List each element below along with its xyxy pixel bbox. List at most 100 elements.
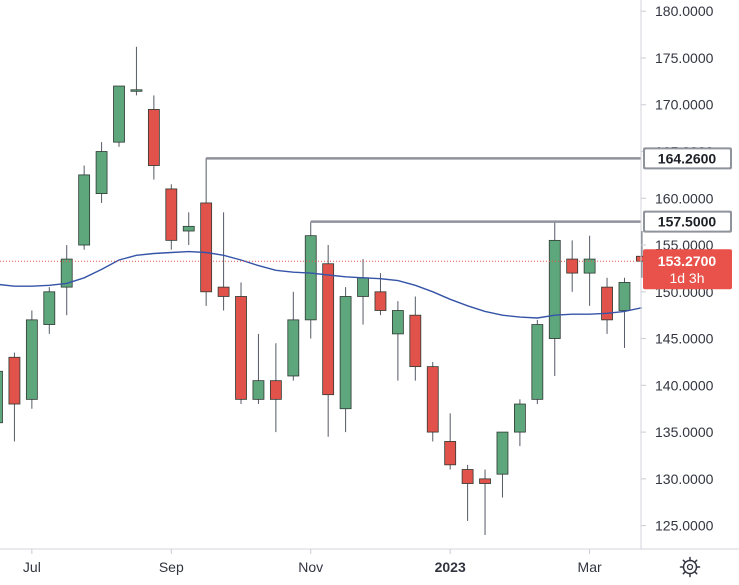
- candle-body-up: [287, 319, 300, 377]
- y-tick-label: 180.0000: [655, 3, 714, 19]
- candle[interactable]: [601, 277, 613, 334]
- candle[interactable]: [252, 333, 265, 405]
- level-badge-inner: [645, 212, 730, 231]
- y-tick-label: 175.0000: [655, 50, 714, 66]
- candle[interactable]: [391, 301, 404, 381]
- candle-body-down: [235, 296, 247, 400]
- candle[interactable]: [426, 361, 439, 442]
- current-price-label: 153.2700: [658, 253, 717, 269]
- candle-body-down: [444, 441, 457, 466]
- horizontal-levels-layer: [0, 157, 641, 262]
- candle[interactable]: [583, 235, 596, 306]
- candle-body-down: [409, 314, 422, 368]
- candle-body-up: [548, 239, 561, 339]
- candle[interactable]: [235, 282, 247, 405]
- candle[interactable]: [444, 413, 457, 470]
- moving-average-layer: [0, 250, 643, 319]
- candle[interactable]: [496, 431, 509, 498]
- candle-body-up: [25, 319, 38, 400]
- candle-body-down: [8, 356, 21, 405]
- y-tick-label: 125.0000: [655, 518, 714, 534]
- candle-body-up: [357, 277, 369, 297]
- y-tick-label: 145.0000: [655, 331, 714, 347]
- candle-body-up: [531, 324, 544, 400]
- candle-body-down: [147, 109, 160, 166]
- candle[interactable]: [304, 221, 317, 339]
- candle[interactable]: [409, 296, 422, 381]
- candle-body-up: [43, 291, 56, 325]
- y-tick-label: 130.0000: [655, 471, 714, 487]
- candle[interactable]: [461, 464, 474, 521]
- candle[interactable]: [322, 245, 335, 437]
- level-badge-inner: [645, 149, 730, 168]
- time-axis[interactable]: Jul Sep Nov 2023 Mar: [23, 549, 602, 575]
- candle[interactable]: [0, 362, 3, 451]
- candle-body-up: [60, 258, 73, 288]
- candle[interactable]: [200, 158, 213, 306]
- candles-layer: [0, 46, 648, 535]
- candle-body-down: [200, 202, 213, 293]
- candle-body-up: [182, 225, 195, 232]
- current-price-badge-bg: [643, 249, 732, 290]
- candle-body-up: [304, 235, 317, 321]
- candle[interactable]: [165, 184, 178, 250]
- x-tick-label: Jul: [23, 559, 41, 575]
- candle[interactable]: [531, 319, 544, 405]
- candle-body-up: [618, 282, 631, 311]
- candle[interactable]: [287, 291, 300, 381]
- candle-body-up: [514, 403, 526, 433]
- candle[interactable]: [339, 287, 352, 433]
- candle-body-up: [78, 174, 91, 246]
- candle-body-up: [339, 296, 352, 410]
- candle[interactable]: [78, 165, 91, 250]
- y-tick-label: 140.0000: [655, 377, 714, 393]
- candle[interactable]: [548, 221, 561, 376]
- candle-body-up: [113, 85, 125, 143]
- price-axis[interactable]: 180.0000175.0000170.0000165.0000160.0000…: [641, 3, 714, 534]
- candle-body-down: [322, 263, 335, 396]
- candle-body-down: [566, 258, 579, 274]
- y-tick-label: 155.0000: [655, 237, 714, 253]
- candle[interactable]: [43, 287, 56, 334]
- candle[interactable]: [25, 310, 38, 409]
- moving-average-line: [0, 250, 643, 319]
- candle[interactable]: [479, 469, 491, 535]
- chart-settings-button[interactable]: [676, 554, 704, 580]
- candle-body-down: [426, 366, 439, 433]
- y-tick-label: 135.0000: [655, 424, 714, 440]
- candle-body-up: [252, 380, 265, 400]
- candle-body-down: [601, 286, 613, 321]
- level-price-badge[interactable]: 157.5000: [643, 210, 732, 233]
- level-badge-label: 157.5000: [658, 214, 717, 230]
- candle[interactable]: [269, 343, 282, 433]
- bar-countdown-label: 1d 3h: [669, 270, 704, 286]
- candle[interactable]: [130, 46, 143, 96]
- y-tick-label: 160.0000: [655, 190, 714, 206]
- candle-body-down: [374, 291, 387, 311]
- candle[interactable]: [95, 142, 108, 203]
- candle-body-down: [461, 469, 474, 484]
- candle-body-down: [165, 188, 178, 241]
- level-price-badge[interactable]: 164.2600: [643, 147, 732, 170]
- candle[interactable]: [566, 240, 579, 292]
- gear-icon: [679, 556, 701, 578]
- candle[interactable]: [60, 245, 73, 316]
- candle[interactable]: [374, 273, 387, 316]
- candle[interactable]: [8, 352, 21, 442]
- candle-body-up: [0, 370, 3, 424]
- candle-body-up: [130, 89, 143, 92]
- candle-body-up: [583, 258, 596, 274]
- candle[interactable]: [514, 399, 526, 447]
- y-tick-label: 170.0000: [655, 97, 714, 113]
- candle[interactable]: [182, 212, 195, 246]
- x-tick-label: Nov: [298, 559, 323, 575]
- candle[interactable]: [618, 277, 631, 348]
- candle[interactable]: [147, 95, 160, 180]
- candle[interactable]: [217, 212, 230, 311]
- candle[interactable]: [113, 85, 125, 147]
- candle-body-up: [391, 310, 404, 335]
